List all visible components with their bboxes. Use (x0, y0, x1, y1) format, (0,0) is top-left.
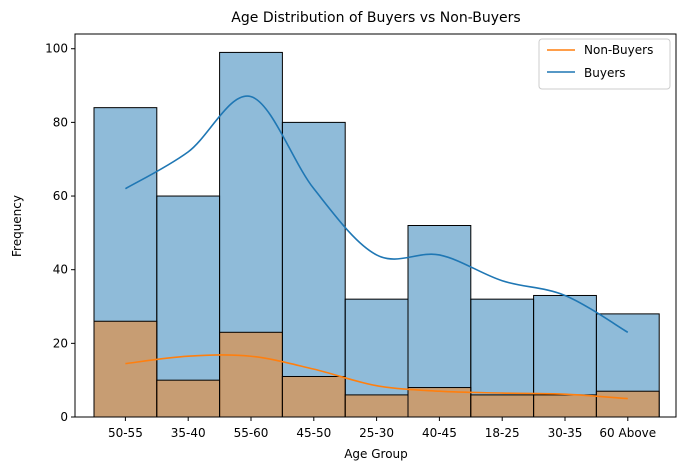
plot-frame (74, 33, 677, 418)
y-tick-label-20: 20 (53, 336, 68, 350)
bar-non-buyers-35-40 (156, 379, 221, 418)
bar-non-buyers-55-60 (219, 331, 283, 418)
y-tick-label-80: 80 (53, 115, 68, 129)
buyers-bars (93, 51, 660, 418)
bar-non-buyers-45-50 (281, 375, 346, 418)
x-axis-title: Age Group (344, 447, 408, 461)
bar-non-buyers-18-25 (470, 394, 535, 418)
legend-label-non-buyers: Non-Buyers (584, 43, 653, 57)
y-tick-label-0: 0 (60, 410, 68, 424)
bar-non-buyers-25-30 (344, 394, 409, 418)
kde-line-non-buyers (125, 354, 628, 400)
y-tick-label-40: 40 (53, 263, 68, 277)
legend-label-buyers: Buyers (584, 66, 626, 80)
legend: Non-Buyers Buyers (538, 38, 671, 90)
kde-lines (124, 95, 629, 400)
legend-box (538, 38, 671, 90)
x-tick-label-40-45: 40-45 (422, 426, 457, 440)
kde-line-buyers (124, 95, 629, 333)
x-tick-label-18-25: 18-25 (485, 426, 520, 440)
x-tick-label-35-40: 35-40 (171, 426, 206, 440)
x-tick-label-30-35: 30-35 (548, 426, 583, 440)
chart-title: Age Distribution of Buyers vs Non-Buyers (231, 10, 520, 26)
y-axis-title: Frequency (10, 195, 24, 257)
x-tick-label-45-50: 45-50 (296, 426, 331, 440)
y-axis: 0 20 40 60 80 100 (45, 42, 75, 424)
bar-non-buyers-50-55 (93, 320, 158, 418)
x-tick-label-60-above: 60 Above (599, 426, 656, 440)
x-tick-label-50-55: 50-55 (108, 426, 143, 440)
y-tick-label-60: 60 (53, 189, 68, 203)
bar-buyers-40-45 (407, 225, 472, 418)
x-tick-label-55-60: 55-60 (234, 426, 269, 440)
x-axis: 50-55 35-40 55-60 45-50 25-30 40-45 18-25 30-35… (108, 417, 656, 440)
y-tick-label-100: 100 (45, 42, 68, 56)
bar-buyers-45-50 (281, 121, 346, 418)
bar-non-buyers-60-above (595, 390, 660, 418)
bar-non-buyers-30-35 (533, 394, 597, 418)
x-tick-label-25-30: 25-30 (359, 426, 394, 440)
